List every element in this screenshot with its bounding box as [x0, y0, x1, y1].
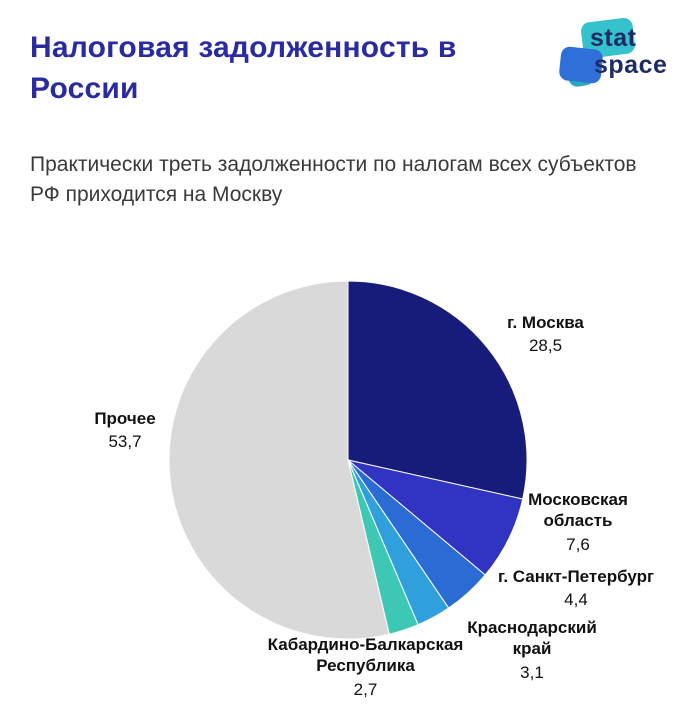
logo-text-stat: stat: [590, 24, 637, 52]
pie-svg: [168, 280, 528, 640]
slice-name: г. Санкт-Петербург: [497, 567, 655, 586]
slice-value: 7,6: [566, 534, 590, 554]
slice-name: Прочее: [94, 409, 156, 428]
pie-slice: [168, 280, 390, 640]
slice-name: Кабардино-Балкарская Республика: [267, 635, 464, 676]
pie-label-krasnodar: Краснодарский край 3,1: [452, 617, 612, 684]
page-title: Налоговая задолженность в России: [30, 31, 457, 105]
slice-value: 28,5: [528, 336, 563, 356]
pie-label-moscow: г. Москва 28,5: [468, 312, 623, 357]
pie-slice: [347, 280, 528, 500]
page-subtitle: Практически треть задолженности по налог…: [30, 153, 637, 207]
pie-label-saint-petersburg: г. Санкт-Петербург 4,4: [466, 566, 686, 611]
logo-text-space: space: [594, 51, 668, 79]
slice-value: 2,7: [353, 679, 378, 699]
slice-name: Краснодарский край: [467, 618, 597, 659]
pie-chart: [168, 280, 528, 640]
slice-name: г. Москва: [507, 313, 584, 332]
slice-value: 53,7: [108, 432, 142, 452]
statspace-logo: stat space: [558, 16, 682, 92]
slice-name: Московская область: [528, 490, 628, 531]
pie-label-moscow-oblast: Московская область 7,6: [498, 489, 658, 556]
slice-value: 4,4: [564, 590, 588, 610]
pie-label-other: Прочее 53,7: [50, 408, 200, 453]
pie-label-kabardino-balkaria: Кабардино-Балкарская Республика 2,7: [238, 634, 493, 701]
slice-value: 3,1: [520, 662, 544, 682]
